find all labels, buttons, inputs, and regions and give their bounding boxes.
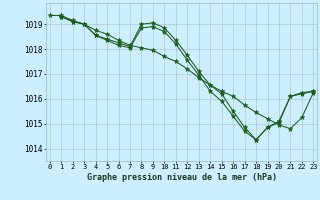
X-axis label: Graphe pression niveau de la mer (hPa): Graphe pression niveau de la mer (hPa) <box>87 173 276 182</box>
